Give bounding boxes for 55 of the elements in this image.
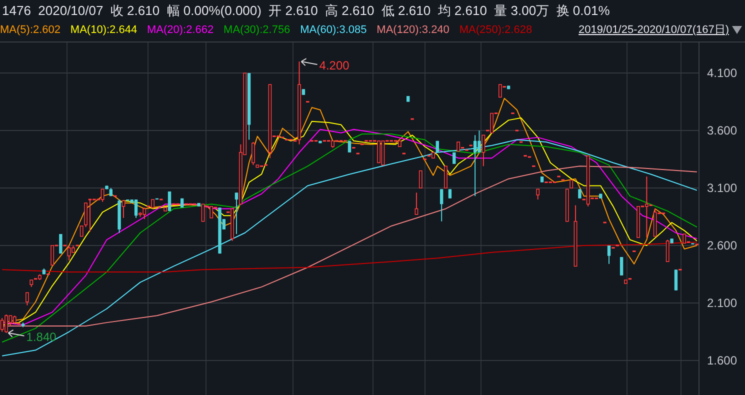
text: MA(30):2.756 bbox=[224, 24, 290, 36]
candlestick bbox=[674, 269, 678, 291]
candlestick bbox=[377, 140, 380, 164]
candlestick bbox=[88, 198, 92, 232]
text: MA(10):2.644 bbox=[70, 24, 138, 36]
text: MA(250):2.628 bbox=[459, 24, 532, 36]
candlestick bbox=[682, 234, 686, 244]
candlestick bbox=[252, 142, 255, 166]
text: 2019/01/25-2020/10/07(167日) bbox=[578, 24, 729, 36]
candlestick bbox=[578, 188, 582, 199]
candlestick bbox=[0, 317, 4, 332]
candlestick bbox=[478, 130, 481, 153]
candlestick bbox=[536, 188, 540, 200]
candlestick bbox=[26, 292, 29, 306]
candlestick bbox=[418, 170, 422, 188]
candlestick bbox=[59, 234, 62, 254]
chart-title: 1476 2020/10/07 收 2.610 幅 0.00%(0.000) 开 2.610 高 2.610 低 2.610 均 2.610 量 3.00万 换 0.01% bbox=[2, 3, 610, 18]
candlestick bbox=[498, 84, 502, 98]
candlestick bbox=[482, 134, 486, 167]
text: MA(5):2.602 bbox=[0, 24, 61, 36]
candlestick bbox=[414, 192, 418, 215]
candlestick bbox=[644, 176, 648, 238]
candlestick bbox=[607, 245, 611, 264]
annotation: 1.840 bbox=[26, 330, 57, 344]
annotation: 4.200 bbox=[319, 58, 350, 73]
candlestick bbox=[50, 245, 54, 266]
candlestick bbox=[666, 239, 670, 262]
y-tick-label: 1.600 bbox=[706, 354, 738, 368]
candlestick bbox=[67, 245, 71, 261]
y-tick-label: 3.100 bbox=[706, 181, 738, 196]
candlestick bbox=[234, 192, 238, 235]
candlestick bbox=[201, 204, 205, 222]
candlestick bbox=[448, 188, 452, 199]
text: MA(60):3.085 bbox=[300, 24, 367, 36]
line-series bbox=[2, 242, 698, 272]
candlestick bbox=[620, 256, 624, 276]
candlestick bbox=[473, 134, 477, 197]
candlestick bbox=[444, 166, 448, 188]
candlestick bbox=[210, 206, 214, 218]
text: MA(120):3.240 bbox=[376, 24, 450, 36]
text: MA(20):2.662 bbox=[146, 24, 214, 36]
candlestick bbox=[134, 199, 138, 218]
candlestick bbox=[456, 142, 460, 152]
y-tick-label: 2.100 bbox=[706, 296, 738, 310]
candlestick bbox=[490, 112, 494, 134]
y-tick-label: 2.600 bbox=[706, 238, 738, 253]
y-tick-label: 4.100 bbox=[706, 66, 738, 80]
candlestick bbox=[142, 207, 146, 220]
y-tick-label: 3.600 bbox=[706, 124, 738, 138]
candlestick bbox=[4, 314, 8, 334]
candlestick bbox=[440, 188, 444, 222]
candlestick bbox=[151, 199, 154, 210]
candlestick bbox=[80, 226, 84, 237]
candlestick bbox=[84, 202, 88, 228]
candlestick bbox=[122, 200, 126, 218]
